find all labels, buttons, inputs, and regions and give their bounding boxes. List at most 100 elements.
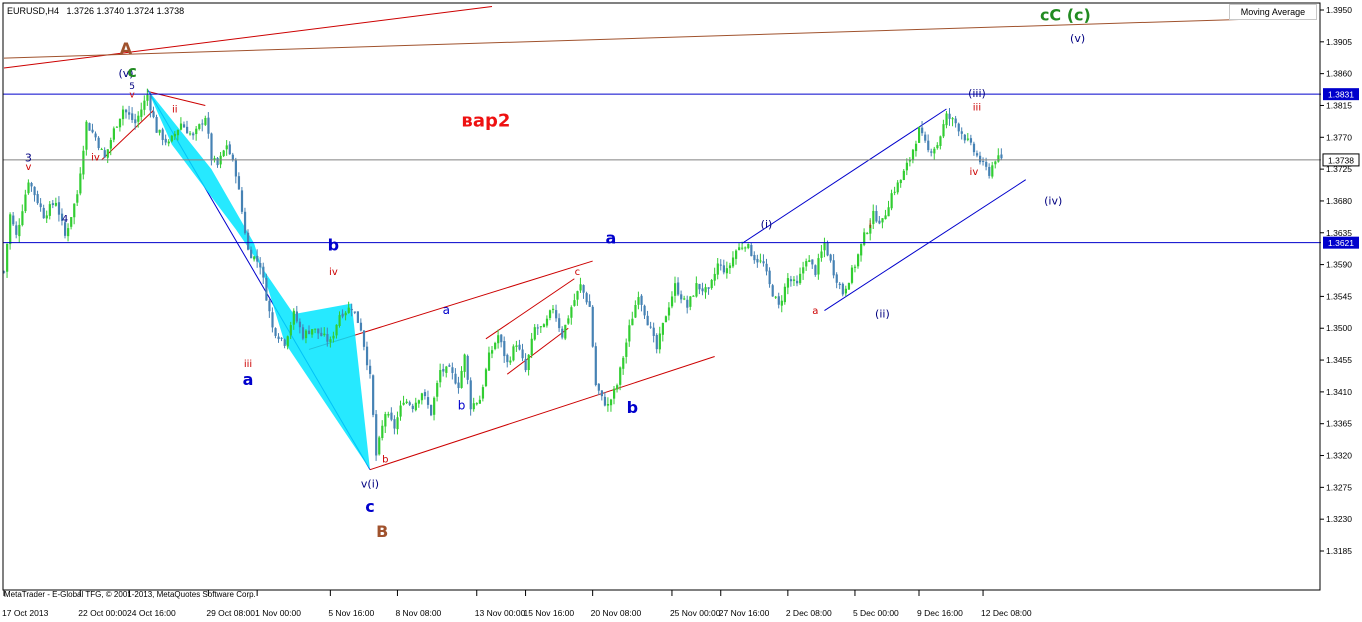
candle-body: [826, 242, 829, 256]
candle-body: [649, 326, 652, 328]
candle-body: [12, 215, 15, 225]
candle-body: [911, 149, 915, 161]
candle-body: [448, 365, 451, 367]
candle-body: [259, 263, 262, 268]
candle-body: [667, 307, 671, 316]
candle-body: [48, 204, 51, 216]
candle-body: [298, 321, 302, 328]
candle-body: [192, 133, 195, 136]
wave-label: a: [812, 306, 818, 317]
candle-body: [655, 334, 658, 350]
candle-body: [433, 397, 436, 415]
candle-body: [442, 368, 445, 372]
candle-body: [237, 176, 241, 190]
candle-body: [234, 160, 237, 177]
candle-body: [835, 274, 838, 283]
candle-body: [365, 346, 369, 366]
candle-body: [335, 324, 338, 336]
candle-body: [118, 118, 122, 128]
candle-body: [155, 117, 158, 133]
candle-body: [603, 396, 607, 406]
candle-body: [27, 182, 30, 194]
candle-body: [613, 388, 616, 399]
candle-body: [579, 284, 582, 291]
candle-body: [295, 311, 298, 322]
candle-body: [774, 296, 777, 298]
candle-body: [945, 113, 948, 126]
candle-body: [600, 390, 603, 397]
candle-body: [439, 370, 442, 383]
candle-body: [689, 296, 692, 307]
candle-body: [323, 333, 326, 336]
level-tag-label: 1.3738: [1328, 155, 1354, 165]
candle-body: [15, 225, 18, 235]
trendline: [3, 5, 493, 69]
candle-body: [475, 403, 478, 405]
candle-body: [240, 190, 244, 212]
trendline: [3, 16, 1316, 59]
candle-body: [243, 211, 247, 234]
candle-body: [939, 136, 942, 146]
candle-body: [695, 283, 698, 297]
candle-body: [378, 437, 381, 455]
wave-label: v: [25, 162, 31, 173]
candle-body: [771, 285, 774, 297]
y-tick-label: 1.3635: [1326, 228, 1352, 238]
candle-body: [39, 203, 42, 208]
candle-body: [692, 295, 695, 297]
wave-label: v: [129, 91, 135, 101]
candle-body: [384, 414, 387, 427]
wave-label: b: [382, 455, 388, 466]
candle-body: [353, 311, 356, 313]
wave-label: cC (c): [1040, 6, 1091, 25]
candle-body: [42, 207, 45, 219]
candle-body: [491, 350, 494, 354]
candle-body: [722, 265, 725, 273]
candle-body: [777, 296, 780, 305]
candle-body: [863, 232, 866, 245]
y-tick-label: 1.3185: [1326, 546, 1352, 556]
candle-body: [588, 301, 591, 307]
time-axis: 17 Oct 2013 22 Oct 00:00 24 Oct 16:00 29 Oc…: [2, 590, 1032, 618]
candle-body: [802, 267, 805, 274]
candle-body: [121, 109, 125, 120]
x-tick-label: 5 Nov 16:00: [328, 608, 374, 618]
x-tick-label: 9 Dec 16:00: [917, 608, 963, 618]
candle-body: [817, 258, 820, 275]
candle-body: [67, 228, 70, 237]
indicator-label[interactable]: Moving Average: [1229, 4, 1317, 20]
x-tick-label: 5 Dec 00:00: [853, 608, 899, 618]
trendline: [485, 278, 575, 340]
candle-body: [54, 202, 58, 206]
candle-body: [960, 131, 963, 134]
candles-layer: [3, 88, 1003, 461]
wave-label: a: [606, 228, 617, 247]
candle-body: [454, 373, 457, 384]
wave-label: A: [120, 39, 133, 58]
level-tag-box: [1322, 153, 1360, 167]
candle-body: [838, 283, 841, 286]
candle-body: [466, 355, 469, 380]
candle-body: [591, 306, 594, 347]
candle-body: [866, 232, 869, 234]
candle-body: [927, 140, 930, 151]
candle-body: [18, 224, 21, 237]
candle-body: [552, 308, 555, 310]
candle-body: [899, 179, 902, 184]
x-tick-label: 1 Nov 00:00: [255, 608, 301, 618]
candle-body: [369, 365, 372, 374]
y-tick-label: 1.3455: [1326, 355, 1352, 365]
candle-body: [762, 261, 765, 264]
candle-body: [811, 259, 814, 265]
wave-label: 5: [129, 82, 135, 92]
candle-body: [674, 283, 677, 296]
candle-body: [518, 344, 521, 350]
x-tick-label: 25 Nov 00:00: [670, 608, 721, 618]
candle-body: [982, 160, 985, 162]
wave-label: v(i): [361, 477, 379, 490]
trendline: [369, 356, 715, 471]
wave-label: i: [869, 220, 872, 231]
price-axis: 1.3950 1.3905 1.3860 1.3815 1.3770 1.3725 1.36…: [1320, 5, 1352, 556]
y-tick-label: 1.3590: [1326, 260, 1352, 270]
